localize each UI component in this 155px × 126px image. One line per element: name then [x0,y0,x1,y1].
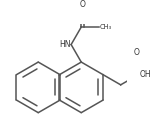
Text: OH: OH [140,70,151,79]
Text: CH₃: CH₃ [100,24,112,30]
Text: O: O [134,48,140,57]
Text: HN: HN [59,40,71,49]
Text: O: O [80,0,86,9]
